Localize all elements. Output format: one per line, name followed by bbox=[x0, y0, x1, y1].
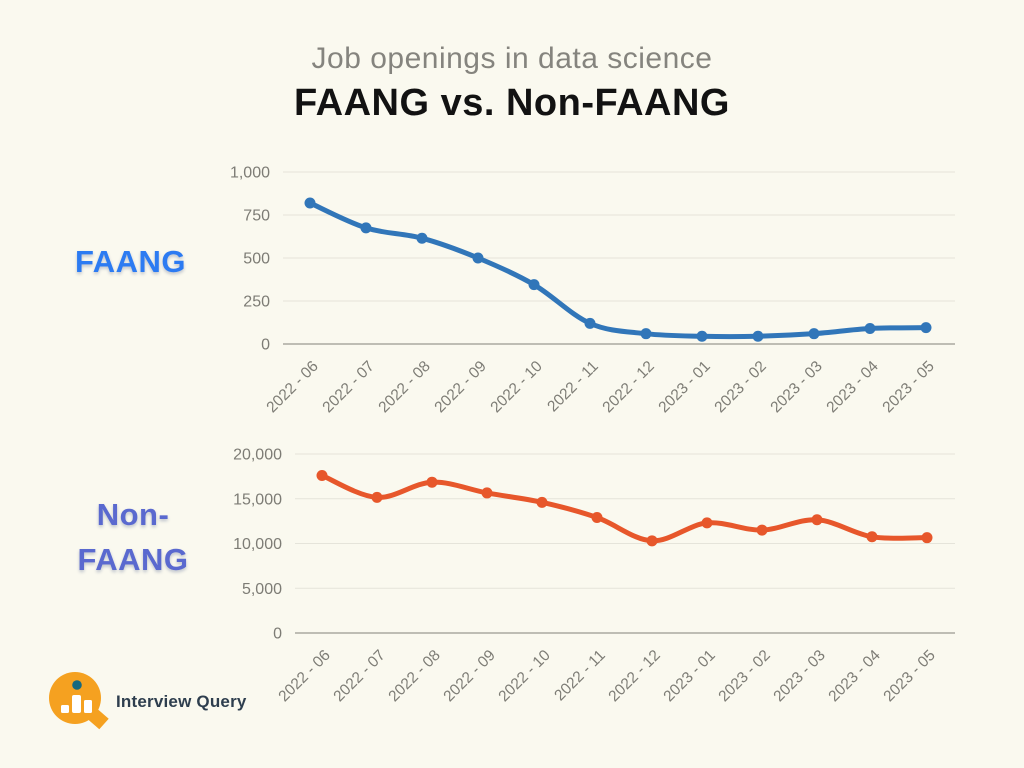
svg-text:2022 - 12: 2022 - 12 bbox=[599, 358, 657, 416]
svg-text:2022 - 06: 2022 - 06 bbox=[263, 358, 321, 416]
svg-text:2022 - 11: 2022 - 11 bbox=[551, 647, 609, 705]
svg-text:5,000: 5,000 bbox=[242, 581, 282, 598]
magnifier-bar-chart-icon bbox=[49, 672, 109, 730]
svg-text:2023 - 05: 2023 - 05 bbox=[880, 647, 938, 705]
chart-subtitle: Job openings in data science bbox=[311, 42, 713, 75]
chart-title: FAANG vs. Non-FAANG bbox=[294, 82, 730, 124]
svg-text:2022 - 10: 2022 - 10 bbox=[487, 358, 546, 417]
svg-text:0: 0 bbox=[261, 337, 270, 354]
svg-text:2023 - 01: 2023 - 01 bbox=[660, 647, 718, 705]
svg-text:250: 250 bbox=[243, 294, 270, 311]
svg-text:2022 - 09: 2022 - 09 bbox=[440, 647, 498, 705]
svg-text:2023 - 03: 2023 - 03 bbox=[767, 358, 825, 416]
non-faang-series-label: Non- FAANG bbox=[38, 492, 228, 582]
svg-text:2022 - 08: 2022 - 08 bbox=[385, 647, 443, 705]
svg-text:2023 - 02: 2023 - 02 bbox=[711, 358, 769, 416]
svg-text:2022 - 09: 2022 - 09 bbox=[431, 358, 489, 416]
svg-text:2023 - 02: 2023 - 02 bbox=[715, 647, 773, 705]
svg-text:2023 - 04: 2023 - 04 bbox=[825, 647, 884, 706]
svg-text:2023 - 05: 2023 - 05 bbox=[879, 358, 937, 416]
svg-text:2023 - 04: 2023 - 04 bbox=[823, 358, 882, 417]
svg-text:1,000: 1,000 bbox=[230, 165, 270, 182]
svg-text:10,000: 10,000 bbox=[233, 536, 282, 553]
non-faang-label-line2: FAANG bbox=[77, 542, 189, 577]
svg-text:15,000: 15,000 bbox=[233, 491, 282, 508]
svg-text:2023 - 01: 2023 - 01 bbox=[655, 358, 713, 416]
svg-text:0: 0 bbox=[273, 626, 282, 643]
svg-text:2022 - 10: 2022 - 10 bbox=[495, 647, 554, 706]
svg-text:20,000: 20,000 bbox=[233, 447, 282, 464]
svg-text:2023 - 03: 2023 - 03 bbox=[770, 647, 828, 705]
svg-text:2022 - 08: 2022 - 08 bbox=[375, 358, 433, 416]
svg-text:2022 - 11: 2022 - 11 bbox=[544, 358, 602, 416]
interview-query-logo: Interview Query bbox=[44, 666, 304, 738]
svg-text:2022 - 07: 2022 - 07 bbox=[330, 647, 388, 705]
interview-query-logo-text: Interview Query bbox=[116, 692, 247, 711]
non-faang-label-line1: Non- bbox=[96, 497, 170, 532]
svg-text:2022 - 07: 2022 - 07 bbox=[319, 358, 377, 416]
faang-series-label: FAANG bbox=[75, 244, 186, 279]
svg-text:500: 500 bbox=[243, 251, 270, 268]
svg-text:750: 750 bbox=[243, 208, 270, 225]
svg-text:2022 - 12: 2022 - 12 bbox=[605, 647, 663, 705]
